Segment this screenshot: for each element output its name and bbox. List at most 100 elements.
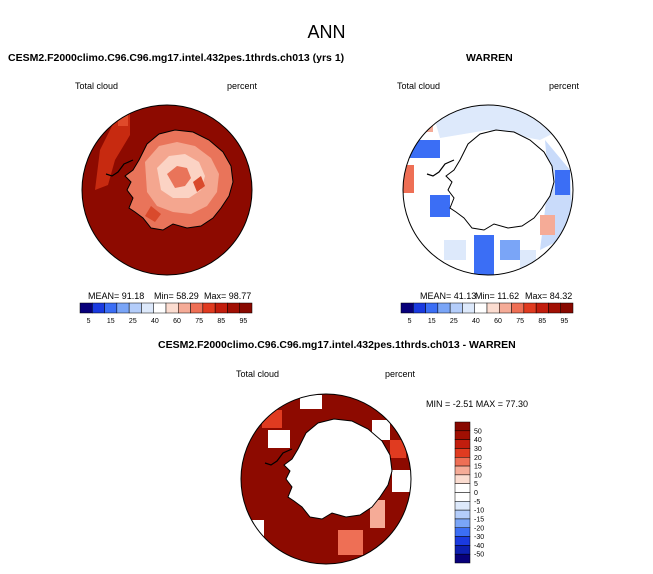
colorbar-0-swatch-5 [141,302,154,314]
map-test-field-ring [95,110,130,190]
colorbar-0-tick-label-7: 95 [240,318,248,325]
colorbar-2-tick-label-1: 40 [474,437,482,444]
panel-test-title: CESM2.F2000climo.C96.C96.mg17.intel.432p… [8,52,345,64]
map-difference-gap-2 [372,420,390,440]
colorbar-1-swatch-10 [523,302,537,314]
colorbar-2-tick-label-4: 15 [474,464,482,471]
map-difference-patch-1 [262,410,282,428]
map-reference-patch-2 [403,165,414,193]
panel-test-units: percent [227,81,258,91]
colorbar-0-swatch-13 [239,302,253,314]
map-reference-patch-5 [500,240,520,260]
colorbar-2-tick-label-0: 50 [474,428,482,435]
panel-reference-units: percent [549,81,580,91]
map-difference-peninsula [264,448,293,466]
colorbar-0-swatch-10 [202,302,216,314]
colorbar-1-tick-label-4: 60 [494,318,502,325]
colorbar-2-tick-label-2: 30 [474,446,482,453]
colorbar-2-swatch-3 [454,448,471,458]
colorbar-0-tick-label-6: 85 [217,318,225,325]
colorbar-1-swatch-0 [400,302,414,314]
colorbar-0-swatch-8 [178,302,191,314]
map-reference-border [402,104,574,276]
colorbar-1-tick-label-0: 5 [408,318,412,325]
colorbar-1-swatch-2 [425,302,439,314]
colorbar-2-swatch-6 [454,474,471,484]
map-test-land [124,129,234,231]
colorbar-1-swatch-5 [462,302,475,314]
panel-difference-title: CESM2.F2000climo.C96.C96.mg17.intel.432p… [158,339,516,351]
colorbar-0-tick-label-2: 25 [129,318,137,325]
colorbar-2-tick-label-10: -15 [474,516,484,523]
map-reference-patch-7 [540,215,555,235]
map-reference-patch-9 [444,240,466,260]
map-difference-gap-3 [392,470,411,492]
map-reference-patch-10 [555,170,570,195]
colorbar-2-tick-label-8: -5 [474,499,480,506]
colorbar-2-swatch-1 [454,430,471,440]
colorbar-0-swatch-6 [153,302,167,314]
colorbar-2-swatch-12 [454,527,471,537]
colorbar-2-swatch-14 [454,545,471,555]
colorbar-1-swatch-11 [535,302,549,314]
colorbar-0-tick-label-3: 40 [151,318,159,325]
colorbar-0-swatch-12 [227,302,240,314]
map-reference [403,105,573,275]
colorbar-2-swatch-11 [454,518,471,528]
colorbar-0-swatch-7 [165,302,179,314]
panel-difference-stat-minmax: MIN = -2.51 MAX = 77.30 [426,399,529,409]
figure-title: ANN [307,22,346,42]
map-difference-gap-5 [300,395,322,409]
colorbar-1-swatch-7 [486,302,500,314]
map-test-border [81,104,253,276]
colorbar-2-tick-label-5: 10 [474,472,482,479]
colorbar-1-tick-label-5: 75 [516,318,524,325]
map-test [82,105,252,275]
colorbar-2-swatch-0 [454,421,471,432]
colorbar-1-tick-label-6: 85 [538,318,546,325]
colorbar-2-tick-label-13: -40 [474,543,484,550]
colorbar-0-swatch-11 [214,302,228,314]
map-reference-peninsula [426,159,455,177]
map-difference-gap-1 [268,430,290,448]
colorbar-2-swatch-10 [454,509,471,520]
panel-reference-stat-mean: MEAN= 41.13 [420,291,477,301]
colorbar-1-swatch-12 [548,302,561,314]
panel-test-stat-min: Min= 58.29 [154,291,199,301]
map-reference-patch-8 [520,250,536,270]
map-reference-patch-3 [430,195,450,217]
panel-reference-stat-max: Max= 84.32 [525,291,573,301]
colorbar-2-tick-label-12: -30 [474,534,484,541]
colorbar-1-tick-label-2: 25 [450,318,458,325]
map-test-peninsula [105,159,134,177]
map-difference [241,394,411,564]
colorbar-1-swatch-4 [449,302,463,314]
colorbar-2-swatch-9 [454,501,471,511]
colorbar-0-swatch-4 [128,302,142,314]
panel-reference-title: WARREN [466,52,513,64]
colorbar-0-tick-label-0: 5 [87,318,91,325]
panel-test-stat-mean: MEAN= 91.18 [88,291,145,301]
colorbar-0-swatch-1 [92,302,105,314]
colorbar-1-swatch-6 [474,302,488,314]
panel-difference-units: percent [385,369,416,379]
colorbar-1-tick-label-1: 15 [428,318,436,325]
colorbar-1-tick-label-3: 40 [472,318,480,325]
colorbar-2-swatch-2 [454,439,471,449]
colorbar-1-swatch-1 [413,302,426,314]
panel-test-variable: Total cloud [75,81,119,91]
colorbar-0-swatch-0 [79,302,93,314]
colorbar-2-swatch-15 [454,553,471,564]
map-difference-patch-2 [338,530,363,555]
colorbar-2-tick-label-14: -50 [474,552,484,559]
colorbar-0-swatch-3 [116,302,130,314]
map-test-field-patch [118,112,128,126]
colorbar-2-swatch-7 [454,483,471,493]
map-difference-patch-4 [390,440,406,458]
colorbar-2-swatch-8 [454,492,471,502]
map-difference-border [240,393,412,565]
panel-difference-variable: Total cloud [236,369,280,379]
colorbar-2-tick-label-6: 5 [474,481,478,488]
colorbar-2-swatch-13 [454,536,471,546]
colorbar-1-swatch-9 [511,302,525,314]
